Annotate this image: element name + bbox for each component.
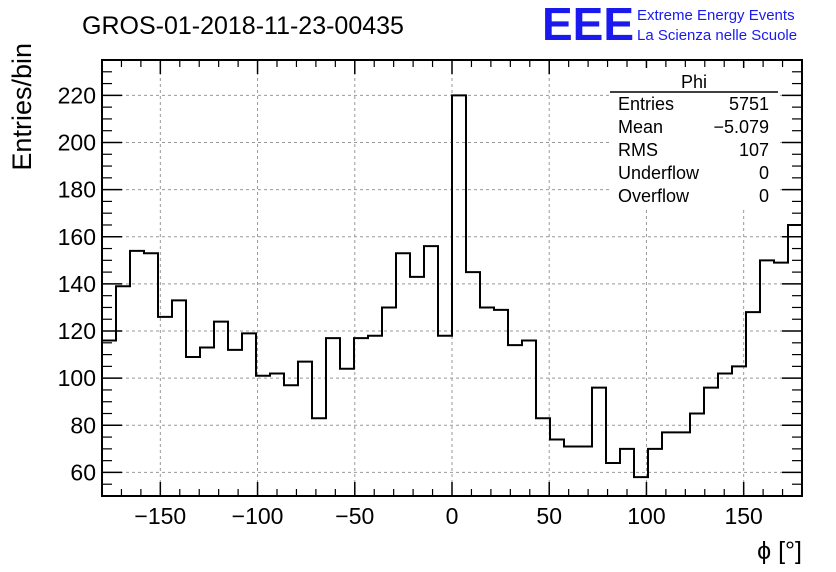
histogram-bin [508,345,522,496]
histogram-bin [592,388,606,496]
histogram-bin [298,362,312,496]
histogram-bin [550,439,564,496]
histogram-bin [620,449,634,496]
histogram-bin [788,225,802,496]
y-axis-label: Entries/bin [7,43,37,171]
histogram-bin [256,376,270,496]
histogram-bin [704,388,718,496]
y-tick-label: 60 [70,459,96,485]
chart-title: GROS-01-2018-11-23-00435 [82,12,404,40]
y-tick-label: 140 [58,271,96,297]
histogram-bin [452,95,466,496]
histogram-bin [242,333,256,496]
histogram-bin [396,253,410,496]
y-tick-label: 100 [58,365,96,391]
histogram-bin [410,277,424,496]
histogram-bin [438,336,452,496]
eee-logo-mark: EEE [542,0,634,50]
histogram-bin [578,447,592,496]
histogram-bin [662,432,676,496]
histogram-outline [102,94,802,479]
x-tick-label: 0 [446,503,459,529]
y-tick-label: 160 [58,224,96,250]
histogram-bin [648,449,662,496]
stats-value: 107 [739,140,769,160]
logo-line-2: La Scienza nelle Scuole [637,27,797,44]
stats-value: 0 [759,163,769,183]
stats-label: RMS [618,140,658,160]
x-tick-label: 50 [536,503,562,529]
stats-label: Underflow [618,163,700,183]
histogram-bin [186,357,200,496]
axis-ticks [101,59,803,497]
x-axis-label: ϕ [°] [757,537,802,565]
x-tick-label: 150 [724,503,762,529]
histogram-bin [424,246,438,496]
histogram-bin [676,432,690,496]
histogram-bin [116,286,130,496]
stats-label: Overflow [618,186,690,206]
histogram-bin [270,373,284,496]
y-tick-label: 180 [58,177,96,203]
y-tick-label: 120 [58,318,96,344]
histogram-bin [732,366,746,496]
histogram-bin [284,385,298,496]
histogram-bin [690,414,704,496]
histogram-bin [200,348,214,496]
histogram-bin [564,447,578,496]
x-tick-label: 100 [627,503,665,529]
histogram-bin [158,317,172,496]
x-tick-label: −100 [232,503,284,529]
histogram-bin [382,307,396,496]
histogram-bin [480,307,494,496]
histogram-bin [718,373,732,496]
histogram-bin [494,310,508,496]
histogram-bin [130,251,144,496]
histogram-bin [760,260,774,496]
y-tick-label: 200 [58,129,96,155]
stats-label: Mean [618,117,663,137]
tick-labels: −150 −100 −50 0 50 100 150 60 80 100 120 140 160 180 2… [58,82,763,529]
x-tick-label: −150 [134,503,186,529]
histogram-bin [466,272,480,496]
histogram-bin [368,336,382,496]
histogram-bin [172,300,186,496]
histogram-bin [536,418,550,496]
stats-box: Phi Entries 5751 Mean −5.079 RMS 107 Underflow… [610,68,778,208]
histogram-bin [312,418,326,496]
stats-value: −5.079 [713,117,769,137]
histogram-bin [340,369,354,496]
histogram-bin [144,253,158,496]
stats-box-title: Phi [681,72,707,92]
y-tick-label: 220 [58,82,96,108]
x-tick-label: −50 [335,503,374,529]
stats-value: 5751 [729,94,769,114]
stats-label: Entries [618,94,674,114]
y-tick-label: 80 [70,412,96,438]
histogram-bin [228,350,242,496]
eee-logo: EEE Extreme Energy Events La Scienza nel… [542,0,797,50]
histogram-bin [354,338,368,496]
histogram-bin [214,322,228,496]
histogram-bin [326,338,340,496]
histogram-bin [746,312,760,496]
histogram-bin [522,340,536,496]
logo-line-1: Extreme Energy Events [637,7,795,24]
histogram-bin [774,263,788,496]
stats-value: 0 [759,186,769,206]
